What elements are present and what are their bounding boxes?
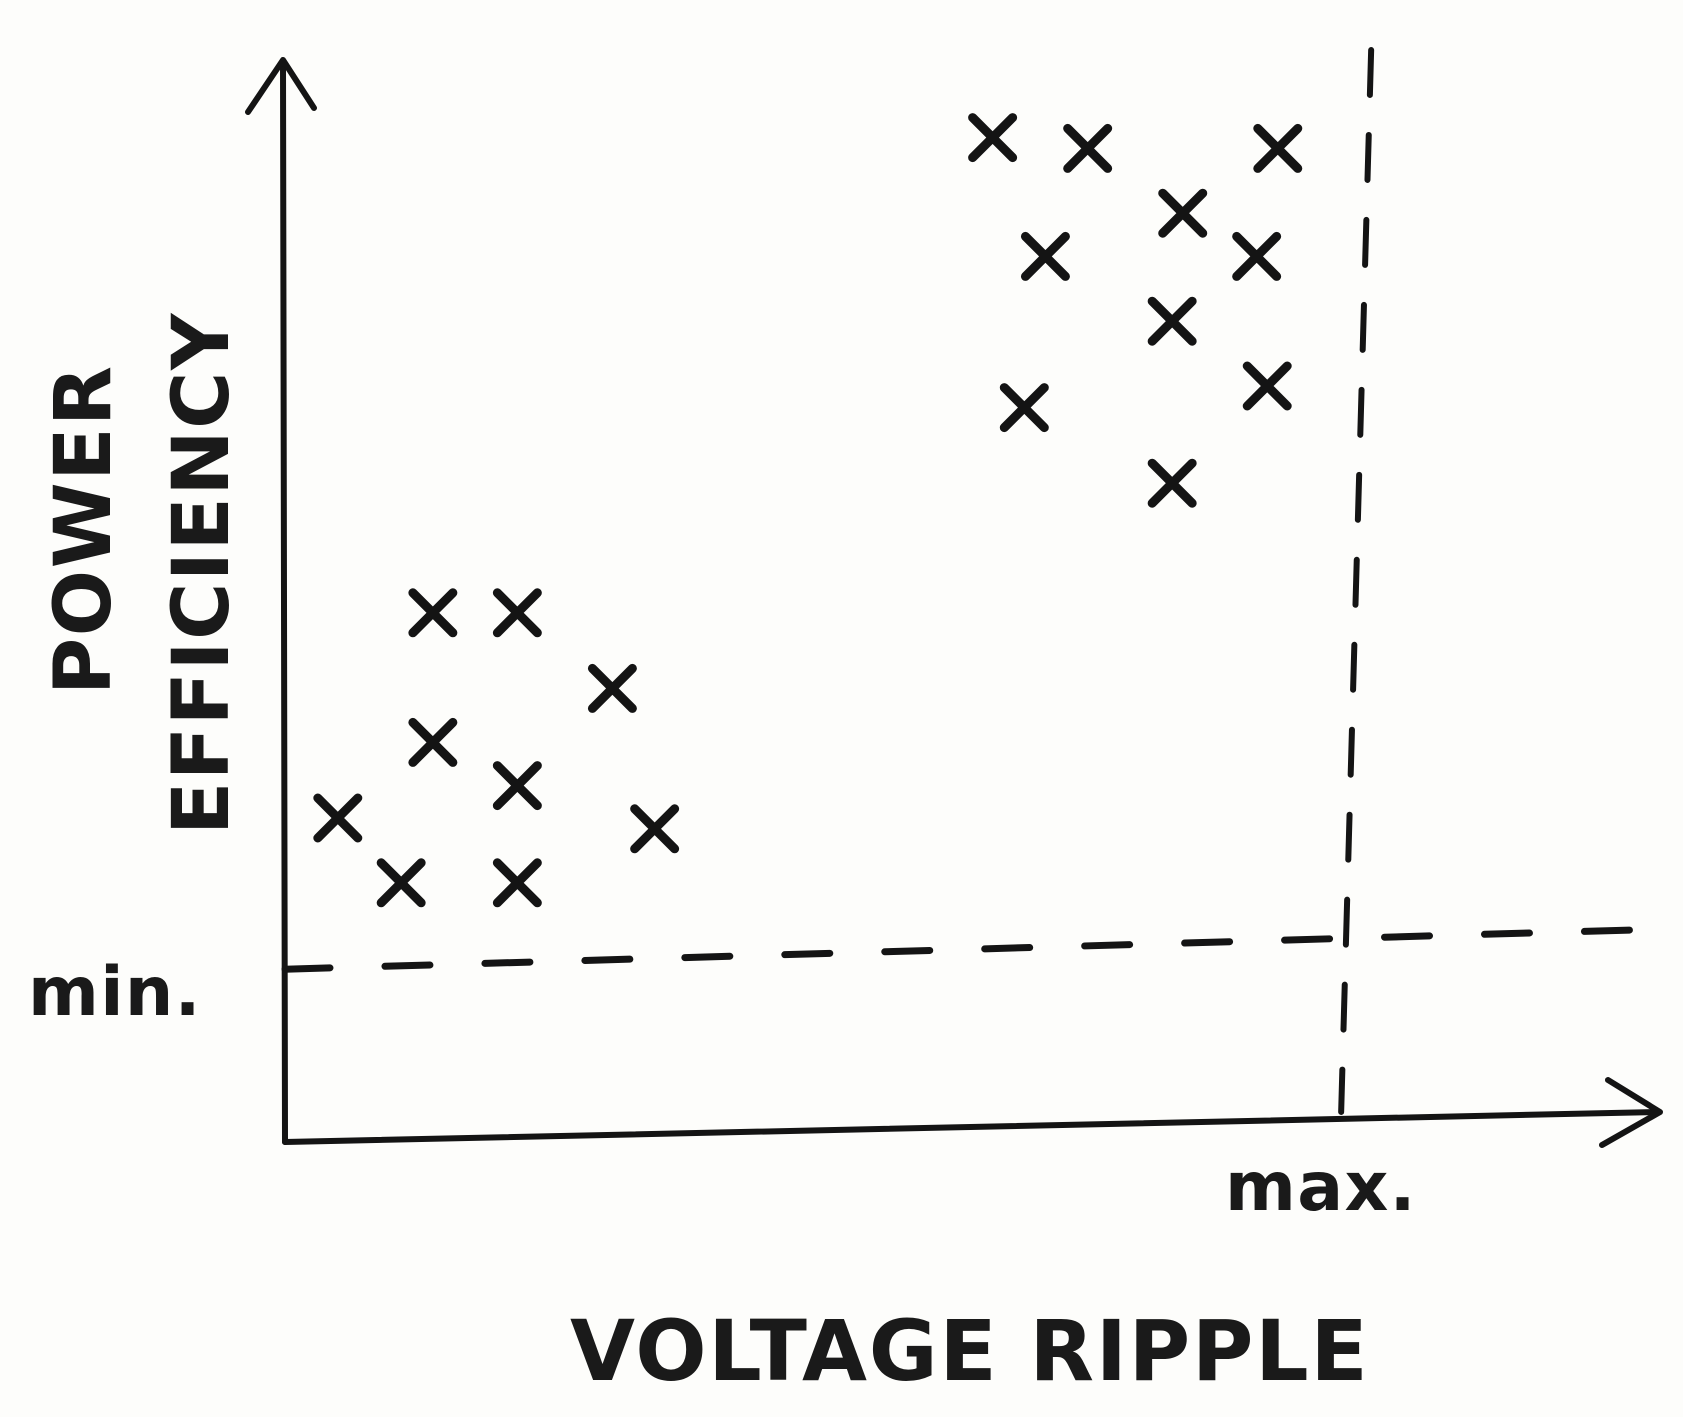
data-point (408, 717, 458, 767)
y-axis-label-line1: POWER (39, 364, 129, 695)
data-point (1147, 458, 1197, 508)
data-point (1232, 231, 1282, 281)
data-point (1242, 361, 1292, 411)
x-threshold-line (1338, 47, 1375, 1115)
data-point (1063, 123, 1113, 173)
data-point (1253, 123, 1303, 173)
data-point (1020, 231, 1070, 281)
y-axis-arrowhead (245, 57, 317, 115)
y-axis-label-line2: EFFICIENCY (157, 312, 247, 835)
x-axis-arrowhead (1599, 1077, 1663, 1148)
x-axis-line (282, 1109, 1661, 1145)
x-axis-label: VOLTAGE RIPPLE (570, 1302, 1369, 1400)
data-point (630, 804, 680, 854)
x-threshold-label: max. (1225, 1148, 1417, 1227)
data-point (492, 761, 542, 811)
data-point (999, 383, 1049, 433)
data-point (408, 588, 458, 638)
data-point (968, 113, 1018, 163)
data-point (1158, 188, 1208, 238)
y-threshold-line (281, 925, 1664, 973)
y-threshold-label: min. (28, 953, 202, 1032)
y-axis-line (280, 59, 288, 1145)
data-point (492, 858, 542, 908)
data-point (587, 663, 637, 713)
data-point (376, 858, 426, 908)
data-point (313, 793, 363, 843)
data-point (1147, 296, 1197, 346)
data-point (492, 588, 542, 638)
